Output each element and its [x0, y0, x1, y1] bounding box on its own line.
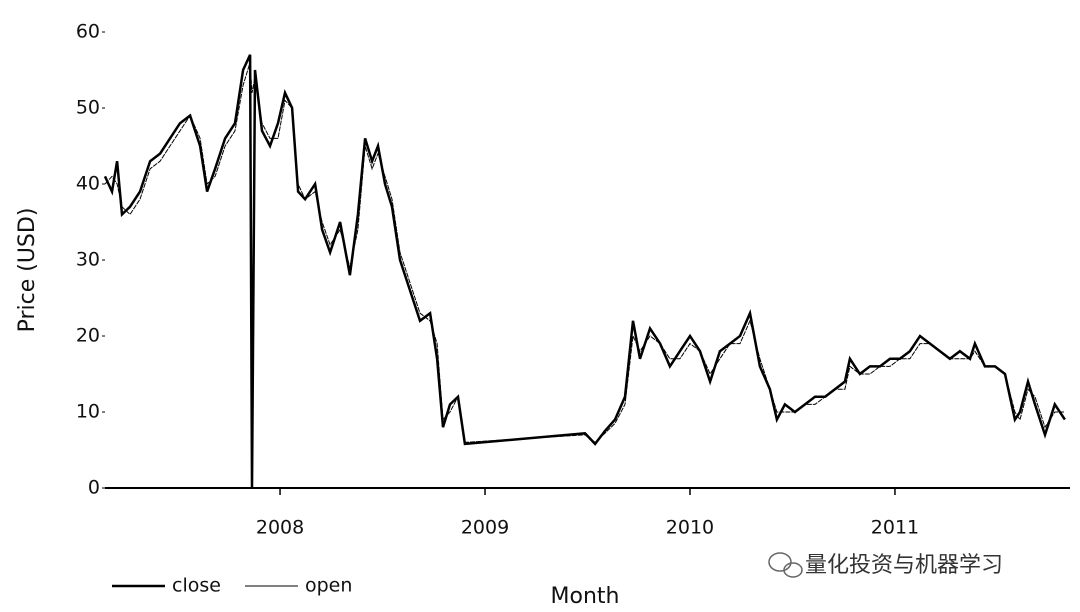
y-tick-label: 30: [76, 249, 100, 271]
legend-label: close: [172, 575, 221, 597]
watermark-icon: [768, 552, 803, 578]
y-tick-label: 60: [76, 21, 100, 43]
y-axis-label: Price (USD): [15, 208, 40, 333]
y-tick-label: 10: [76, 401, 100, 423]
y-tick-label: 40: [76, 173, 100, 195]
line-close: [103, 54, 1066, 489]
y-tick-label: 0: [88, 477, 100, 499]
y-tick-label: 50: [76, 97, 100, 119]
x-axis-label: Month: [551, 584, 620, 609]
x-tick-label: 2010: [666, 517, 714, 539]
x-tick-label: 2009: [461, 517, 509, 539]
line-open: [104, 62, 1065, 444]
legend-label: open: [305, 575, 352, 597]
watermark: 量化投资与机器学习: [805, 553, 1003, 578]
x-tick-label: 2011: [871, 517, 919, 539]
y-tick-label: 20: [76, 325, 100, 347]
x-tick-label: 2008: [256, 517, 304, 539]
